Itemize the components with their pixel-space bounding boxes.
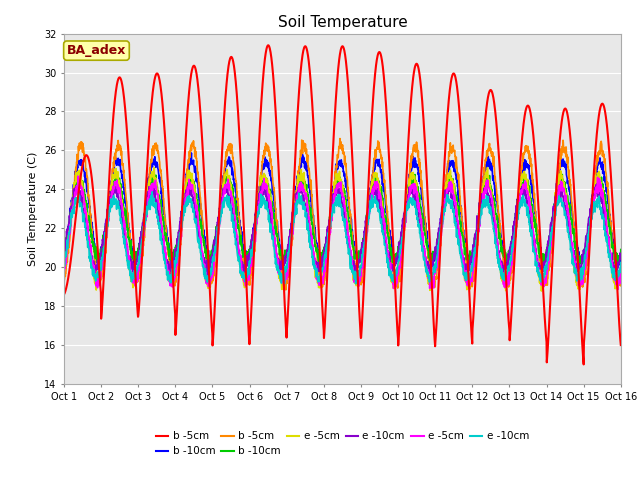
Legend: b -5cm, b -10cm, b -5cm, b -10cm, e -5cm, e -10cm, e -5cm, e -10cm: b -5cm, b -10cm, b -5cm, b -10cm, e -5cm… [156, 431, 529, 456]
Y-axis label: Soil Temperature (C): Soil Temperature (C) [28, 152, 38, 266]
Title: Soil Temperature: Soil Temperature [278, 15, 407, 30]
Text: BA_adex: BA_adex [67, 44, 126, 57]
